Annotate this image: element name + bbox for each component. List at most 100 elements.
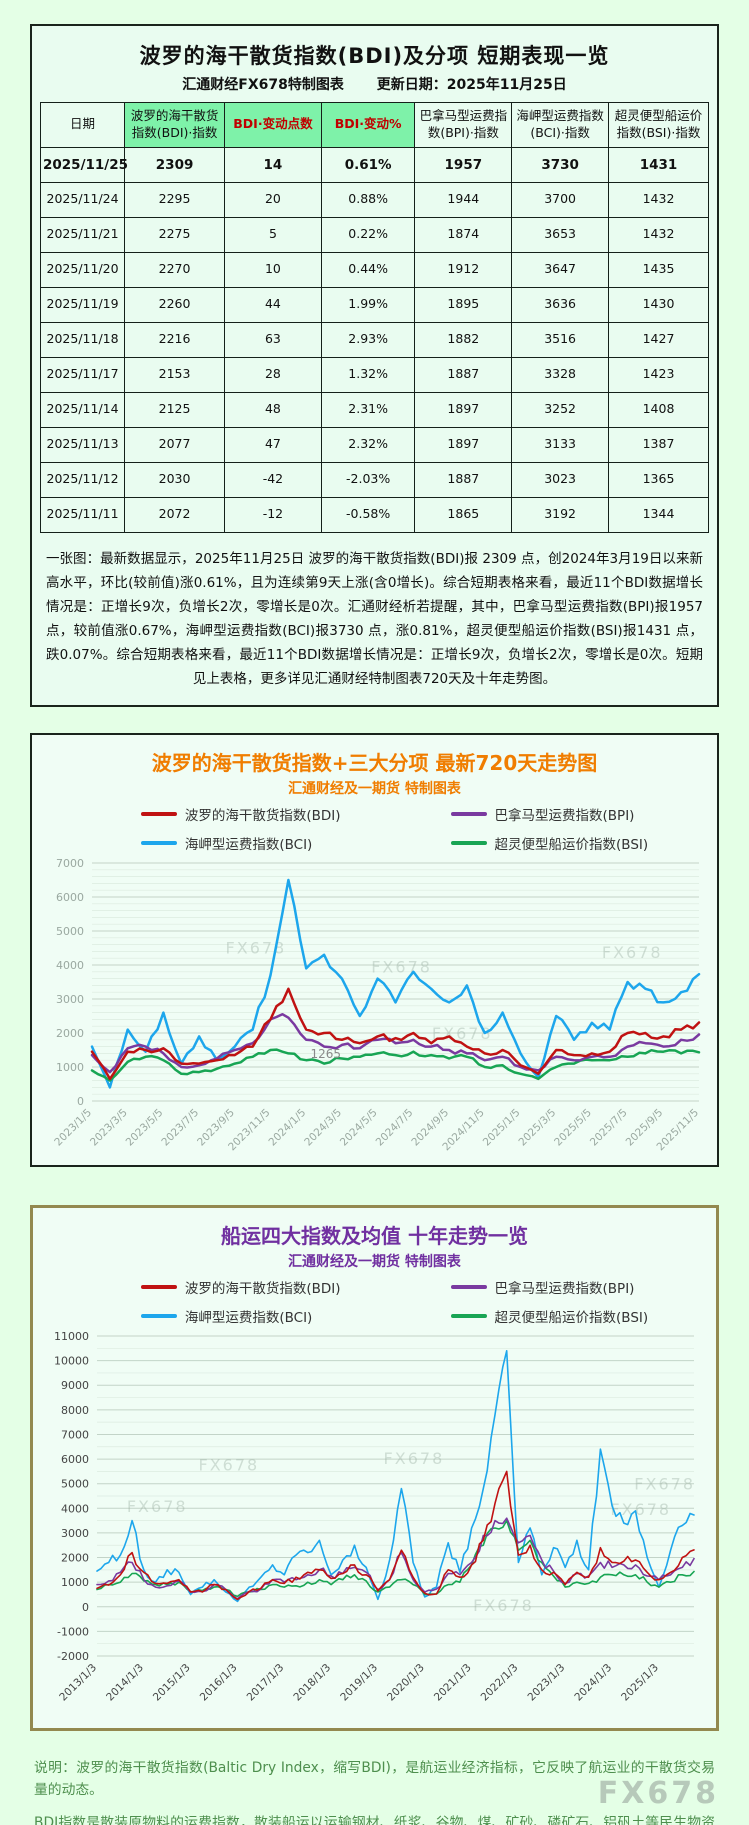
- table-cell: 1895: [414, 286, 513, 323]
- chart-watermark: FX678: [610, 1500, 671, 1519]
- table-cell: 2.31%: [320, 391, 416, 428]
- table-row: 2025/11/17 2153 28 1.32% 1887 3328 1423: [39, 356, 709, 393]
- table-row: 2025/11/21 2275 5 0.22% 1874 3653 1432: [39, 216, 709, 253]
- table-cell: 47: [224, 426, 322, 463]
- x-tick-label: 2024/7/5: [374, 1106, 416, 1148]
- table-row: 2025/11/14 2125 48 2.31% 1897 3252 1408: [39, 391, 709, 428]
- table-cell: 1957: [414, 146, 513, 183]
- x-tick-label: 2024/1/5: [267, 1106, 309, 1148]
- x-tick-label: 2025/1/3: [619, 1661, 661, 1703]
- table-cell: 1897: [414, 426, 513, 463]
- y-tick-label: 2000: [56, 1027, 84, 1040]
- bdi-line-swatch: [140, 811, 177, 816]
- table-cell: 63: [224, 321, 322, 358]
- y-tick-label: 3000: [56, 993, 84, 1006]
- table-cell: 3653: [511, 216, 609, 253]
- bci-line-swatch: [140, 1313, 177, 1318]
- table-cell: -0.58%: [320, 496, 416, 533]
- table-cell: 2072: [124, 496, 226, 533]
- y-tick-label: 11000: [54, 1330, 89, 1343]
- table-cell: 1427: [608, 321, 709, 358]
- table-cell: 2295: [124, 181, 226, 218]
- y-tick-label: 2000: [61, 1551, 89, 1564]
- y-tick-label: 0: [82, 1601, 89, 1614]
- table-cell: 3636: [511, 286, 609, 323]
- x-tick-label: 2019/1/3: [338, 1661, 380, 1703]
- series-line: [96, 1519, 695, 1598]
- table-cell: 2.93%: [320, 321, 416, 358]
- x-tick-label: 2024/1/3: [572, 1661, 614, 1703]
- source-label: 汇通财经FX678特制图表: [182, 77, 344, 93]
- col-header-bdi-change-pct: BDI·变动%: [320, 102, 416, 148]
- table-cell: -2.03%: [320, 461, 416, 498]
- x-tick-label: 2020/1/3: [385, 1661, 427, 1703]
- table-row: 2025/11/11 2072 -12 -0.58% 1865 3192 1344: [39, 496, 709, 533]
- table-cell: 2309: [124, 146, 226, 183]
- table-cell: 1944: [414, 181, 513, 218]
- x-tick-label: 2023/7/5: [159, 1106, 201, 1148]
- y-tick-label: 5000: [61, 1478, 89, 1491]
- table-cell: 2077: [124, 426, 226, 463]
- x-tick-label: 2024/3/5: [302, 1106, 344, 1148]
- bdi-line-swatch: [140, 1284, 177, 1289]
- table-cell: 1.99%: [320, 286, 416, 323]
- table-cell: 3192: [511, 496, 609, 533]
- chart-watermark: FX678: [432, 1024, 493, 1043]
- y-tick-label: 6000: [56, 891, 84, 904]
- table-cell: 2025/11/11: [39, 496, 126, 533]
- x-tick-label: 2017/1/3: [245, 1661, 287, 1703]
- note-paragraph: 说明：波罗的海干散货指数(Baltic Dry Index，缩写BDI)，是航运…: [34, 1759, 715, 1798]
- y-tick-label: 10000: [54, 1354, 89, 1367]
- table-row: 2025/11/13 2077 47 2.32% 1897 3133 1387: [39, 426, 709, 463]
- chart-annotation: 1265: [311, 1047, 342, 1061]
- legend-item-bpi: 巴拿马型运费指数(BPI): [450, 1277, 649, 1297]
- legend-item-bci: 海岬型运费指数(BCI): [140, 833, 341, 853]
- legend-label: 波罗的海干散货指数(BDI): [184, 1280, 341, 1297]
- chart-10y-panel: 船运四大指数及均值 十年走势一览 汇通财经及一期货 特制图表 波罗的海干散货指数…: [30, 1204, 719, 1731]
- x-tick-label: 2023/1/5: [52, 1106, 94, 1148]
- panel-subtitle: 汇通财经FX678特制图表 更新日期：2025年11月25日: [40, 74, 709, 94]
- x-tick-label: 2023/1/3: [526, 1661, 568, 1703]
- table-cell: 1387: [608, 426, 709, 463]
- x-tick-label: 2015/1/3: [151, 1661, 193, 1703]
- table-cell: 1887: [414, 356, 513, 393]
- table-cell: 1865: [414, 496, 513, 533]
- table-cell: 2125: [124, 391, 226, 428]
- table-cell: 2025/11/21: [39, 216, 126, 253]
- table-cell: -42: [224, 461, 322, 498]
- table-cell: 20: [224, 181, 322, 218]
- bdi-table: 日期 波罗的海干散货指数(BDI)·指数 BDI·变动点数 BDI·变动% 巴拿…: [39, 102, 709, 533]
- table-cell: 3328: [511, 356, 609, 393]
- x-tick-label: 2013/1/3: [57, 1661, 99, 1703]
- chart-720d-subtitle: 汇通财经及一期货 特制图表: [288, 780, 461, 797]
- table-cell: 3730: [511, 146, 609, 183]
- chart-720d-legend: 波罗的海干散货指数(BDI) 巴拿马型运费指数(BPI) 海岬型运费指数(BCI…: [80, 804, 709, 853]
- table-cell: 1365: [608, 461, 709, 498]
- table-row: 2025/11/25 2309 14 0.61% 1957 3730 1431: [39, 146, 709, 183]
- legend-label: 超灵便型船运价指数(BSI): [494, 1309, 649, 1326]
- table-cell: 1897: [414, 391, 513, 428]
- y-tick-label: -1000: [57, 1625, 89, 1638]
- legend-item-bpi: 巴拿马型运费指数(BPI): [450, 804, 649, 824]
- chart-watermark: FX678: [602, 943, 663, 962]
- table-cell: 48: [224, 391, 322, 428]
- y-tick-label: 7000: [61, 1428, 89, 1441]
- y-tick-label: 1000: [61, 1576, 89, 1589]
- col-header-bpi: 巴拿马型运费指数(BPI)·指数: [414, 102, 513, 148]
- table-cell: 0.61%: [320, 146, 416, 183]
- x-tick-label: 2023/3/5: [88, 1106, 130, 1148]
- table-cell: 2260: [124, 286, 226, 323]
- legend-item-bsi: 超灵便型船运价指数(BSI): [450, 1306, 649, 1326]
- chart-watermark: FX678: [384, 1449, 445, 1468]
- table-cell: 1430: [608, 286, 709, 323]
- table-cell: 1882: [414, 321, 513, 358]
- x-tick-label: 2025/3/5: [516, 1106, 558, 1148]
- y-tick-label: 4000: [56, 959, 84, 972]
- table-cell: 2025/11/19: [39, 286, 126, 323]
- table-row: 2025/11/18 2216 63 2.93% 1882 3516 1427: [39, 321, 709, 358]
- y-tick-label: 5000: [56, 925, 84, 938]
- y-tick-label: -2000: [57, 1650, 89, 1663]
- x-tick-label: 2022/1/3: [479, 1661, 521, 1703]
- y-tick-label: 8000: [61, 1404, 89, 1417]
- table-cell: 2270: [124, 251, 226, 288]
